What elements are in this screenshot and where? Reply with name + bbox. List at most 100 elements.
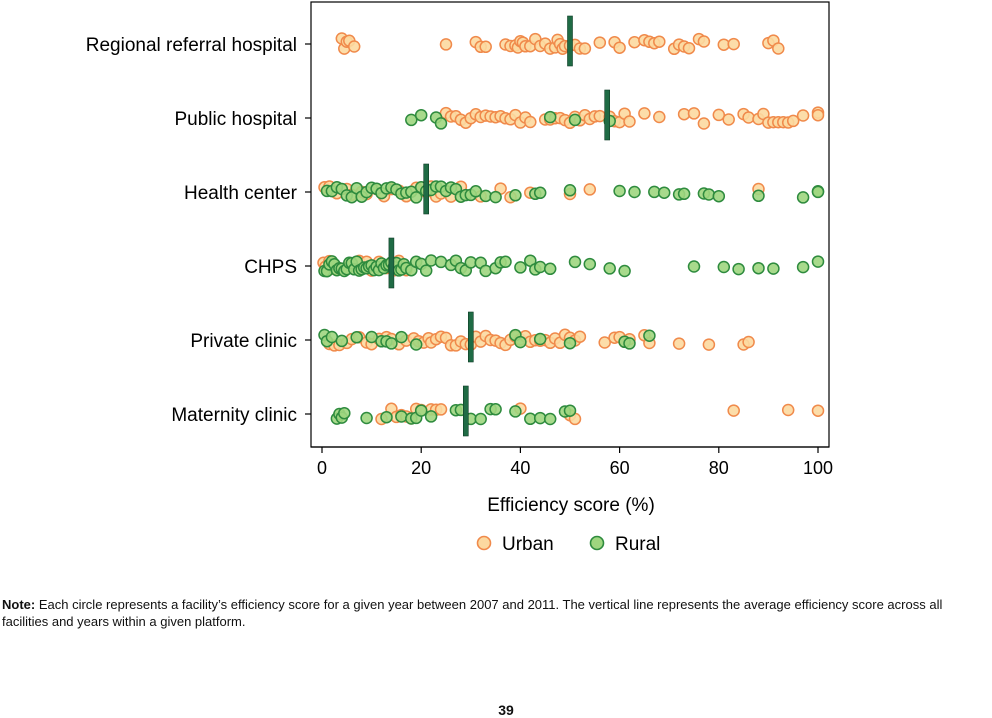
point-rural-private-clinic — [385, 337, 398, 350]
point-rural-chps — [583, 257, 597, 271]
mean-line-health-center — [423, 163, 430, 215]
point-urban-regional-referral-hospital — [578, 42, 592, 55]
x-tick-label: 100 — [803, 458, 833, 478]
point-urban-regional-referral-hospital — [772, 42, 785, 55]
category-label-health-center: Health center — [184, 183, 298, 204]
point-urban-public-hospital — [712, 108, 726, 122]
point-rural-chps — [717, 260, 731, 274]
point-urban-public-hospital — [697, 117, 711, 130]
point-rural-health-center — [533, 186, 547, 200]
point-rural-chps — [514, 261, 527, 274]
point-rural-private-clinic — [533, 332, 547, 346]
point-rural-chps — [543, 262, 557, 276]
legend-rural-label: Rural — [615, 534, 660, 555]
point-rural-health-center — [811, 185, 825, 199]
mean-line-regional-referral-hospital — [567, 15, 573, 67]
point-urban-regional-referral-hospital — [727, 37, 740, 51]
point-rural-private-clinic — [563, 336, 577, 350]
point-rural-maternity-clinic — [395, 410, 408, 423]
point-rural-health-center — [509, 189, 522, 202]
point-rural-maternity-clinic — [563, 404, 577, 417]
category-label-chps: CHPS — [244, 257, 297, 278]
point-urban-public-hospital — [687, 107, 701, 120]
point-rural-health-center — [796, 191, 810, 204]
x-axis-title: Efficiency score (%) — [487, 495, 655, 516]
x-tick-label: 40 — [510, 458, 530, 478]
plot-points — [317, 15, 825, 437]
note-text: Each circle represents a facility’s effi… — [2, 597, 943, 629]
chart-note: Note: Each circle represents a facility’… — [2, 596, 990, 630]
legend-urban-marker — [476, 535, 492, 551]
point-rural-public-hospital — [405, 113, 418, 127]
point-rural-chps — [732, 262, 745, 276]
mean-line-maternity-clinic — [462, 385, 469, 437]
point-urban-private-clinic — [742, 335, 755, 349]
point-rural-maternity-clinic — [380, 410, 393, 424]
category-label-maternity-clinic: Maternity clinic — [171, 405, 297, 426]
point-rural-private-clinic — [335, 334, 349, 348]
point-rural-health-center — [702, 188, 716, 201]
point-rural-chps — [752, 261, 765, 275]
x-axis: 0 20 40 60 80 100 — [305, 43, 833, 478]
point-urban-maternity-clinic — [781, 403, 795, 417]
point-rural-private-clinic — [395, 330, 408, 344]
point-rural-maternity-clinic — [543, 412, 557, 426]
mean-line-chps — [388, 237, 395, 289]
note-label: Note: — [2, 597, 36, 612]
point-urban-regional-referral-hospital — [682, 41, 696, 55]
point-rural-chps — [603, 262, 616, 275]
mean-line-private-clinic — [467, 311, 474, 363]
point-rural-maternity-clinic — [424, 410, 438, 423]
point-urban-regional-referral-hospital — [697, 35, 711, 48]
point-rural-maternity-clinic — [489, 403, 502, 416]
point-urban-maternity-clinic — [811, 404, 825, 417]
point-rural-chps — [499, 255, 512, 269]
point-urban-private-clinic — [702, 338, 716, 351]
point-rural-private-clinic — [643, 329, 656, 342]
point-rural-health-center — [563, 184, 577, 197]
point-urban-public-hospital — [524, 115, 537, 129]
category-labels: Regional referral hospital Public hospit… — [86, 35, 298, 426]
point-urban-public-hospital — [638, 107, 651, 120]
legend: Urban Rural — [476, 534, 660, 555]
category-label-regional-referral-hospital: Regional referral hospital — [86, 35, 297, 56]
point-rural-health-center — [409, 191, 423, 204]
point-urban-regional-referral-hospital — [653, 35, 666, 48]
point-rural-health-center — [628, 185, 641, 199]
point-urban-regional-referral-hospital — [628, 35, 641, 49]
category-label-public-hospital: Public hospital — [174, 109, 297, 130]
point-rural-chps — [419, 264, 433, 277]
point-rural-maternity-clinic — [414, 404, 428, 417]
point-rural-health-center — [613, 184, 626, 198]
point-rural-private-clinic — [409, 338, 423, 351]
point-rural-private-clinic — [623, 337, 636, 350]
point-rural-health-center — [752, 189, 765, 203]
point-rural-public-hospital — [434, 117, 448, 130]
point-rural-chps — [811, 255, 825, 268]
x-tick-label: 80 — [709, 458, 729, 478]
x-tick-label: 60 — [610, 458, 630, 478]
point-rural-health-center — [469, 185, 483, 198]
point-rural-public-hospital — [414, 108, 428, 122]
point-rural-health-center — [712, 189, 726, 203]
point-rural-public-hospital — [568, 113, 582, 127]
plot-frame — [310, 1, 830, 448]
point-rural-chps — [618, 264, 631, 278]
point-urban-public-hospital — [796, 109, 810, 122]
point-rural-chps — [796, 260, 810, 274]
point-urban-regional-referral-hospital — [347, 40, 361, 53]
point-urban-regional-referral-hospital — [439, 38, 453, 51]
point-rural-maternity-clinic — [338, 406, 351, 420]
category-label-private-clinic: Private clinic — [190, 331, 297, 352]
point-urban-maternity-clinic — [434, 403, 448, 416]
point-urban-regional-referral-hospital — [613, 41, 626, 54]
point-rural-private-clinic — [514, 335, 527, 349]
page-number: 39 — [498, 702, 514, 718]
point-rural-public-hospital — [543, 110, 557, 124]
point-rural-health-center — [677, 187, 691, 201]
point-urban-public-hospital — [722, 113, 735, 126]
point-rural-maternity-clinic — [509, 405, 522, 418]
legend-urban-label: Urban — [502, 534, 554, 555]
point-urban-regional-referral-hospital — [479, 40, 492, 54]
point-urban-private-clinic — [598, 336, 611, 349]
